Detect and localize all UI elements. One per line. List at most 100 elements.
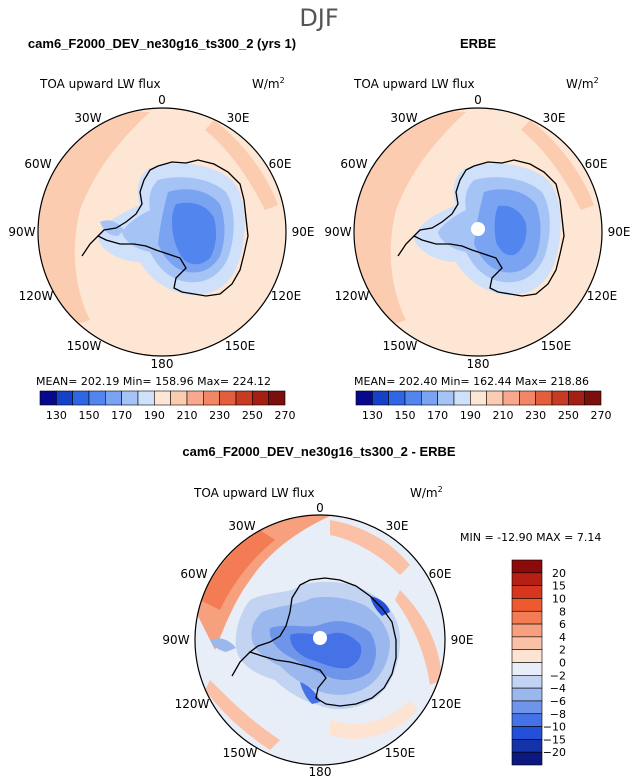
- lon-label: 30E: [543, 111, 566, 125]
- season-title: DJF: [299, 4, 338, 32]
- colorbar-tick-label: 15: [552, 580, 566, 593]
- panel-obs: ERBE TOA upward LW flux W/m2 0 30E 60E 9…: [324, 36, 630, 422]
- lon-label: 60W: [24, 157, 51, 171]
- colorbar-swatch: [453, 390, 471, 406]
- colorbar-tick-label: 150: [79, 409, 100, 422]
- colorbar-swatch: [511, 572, 543, 586]
- lon-label: 60E: [269, 157, 292, 171]
- colorbar-tick-label: 270: [275, 409, 296, 422]
- lon-label: 120W: [19, 289, 54, 303]
- lon-label: 120W: [335, 289, 370, 303]
- lon-label: 180: [467, 357, 490, 371]
- colorbar-tick-label: 230: [209, 409, 230, 422]
- colorbar-tick-label: 170: [111, 409, 132, 422]
- colorbar-swatch: [170, 390, 188, 406]
- lon-label: 30E: [386, 519, 409, 533]
- colorbar-swatch: [584, 390, 602, 406]
- lon-label: 90W: [8, 225, 35, 239]
- colorbar-tick-label: 2: [559, 644, 566, 657]
- colorbar-swatch: [235, 390, 253, 406]
- colorbar-tick-label: 170: [427, 409, 448, 422]
- lon-label: 150W: [383, 339, 418, 353]
- stats-line: MEAN= 202.19 Min= 158.96 Max= 224.12: [36, 375, 271, 388]
- lon-label: 90E: [608, 225, 631, 239]
- colorbar-tick-label: 250: [242, 409, 263, 422]
- colorbar-swatch: [511, 598, 543, 612]
- pole-hole: [313, 631, 327, 645]
- colorbar-swatch: [121, 390, 139, 406]
- colorbar-swatch: [519, 390, 536, 406]
- lon-label: 30E: [227, 111, 250, 125]
- lon-label: 60W: [180, 567, 207, 581]
- colorbar-tick-label: 150: [395, 409, 416, 422]
- colorbar-tick-label: −15: [543, 733, 566, 746]
- lon-label: 0: [158, 93, 166, 107]
- lon-label: 150E: [541, 339, 572, 353]
- colorbar-tick-label: −10: [543, 721, 566, 734]
- colorbar-tick-label: 190: [144, 409, 165, 422]
- colorbar-swatch: [511, 649, 543, 663]
- colorbar-swatch: [137, 390, 155, 406]
- stats-line: MIN = -12.90 MAX = 7.14: [460, 531, 601, 544]
- colorbar-tick-label: 210: [493, 409, 514, 422]
- variable-label: TOA upward LW flux: [193, 486, 315, 500]
- colorbar-swatch: [56, 390, 73, 406]
- colorbar-tick-label: 6: [559, 618, 566, 631]
- colorbar-tick-label: 230: [525, 409, 546, 422]
- colorbar-swatch: [511, 662, 543, 676]
- colorbar-swatch: [511, 739, 543, 753]
- colorbar-swatch: [268, 390, 286, 406]
- colorbar-swatch: [511, 585, 543, 599]
- colorbar-swatch: [568, 390, 585, 406]
- lon-label: 120E: [431, 697, 462, 711]
- pole-hole: [471, 222, 485, 236]
- colorbar-tick-label: 20: [552, 567, 566, 580]
- colorbar-swatch: [203, 390, 220, 406]
- colorbar-swatch: [511, 700, 543, 715]
- panel-title: cam6_F2000_DEV_ne30g16_ts300_2 - ERBE: [182, 444, 456, 459]
- colorbar-swatch: [88, 390, 106, 406]
- colorbar-swatch: [252, 390, 269, 406]
- lon-label: 60W: [340, 157, 367, 171]
- panel-title: cam6_F2000_DEV_ne30g16_ts300_2 (yrs 1): [28, 36, 296, 51]
- variable-label: TOA upward LW flux: [353, 77, 475, 91]
- lon-label: 150E: [385, 746, 416, 760]
- colorbar-swatch: [511, 610, 543, 625]
- lon-label: 90W: [162, 633, 189, 647]
- colorbar-swatch: [39, 390, 57, 406]
- colorbar-swatch: [388, 390, 406, 406]
- colorbar-swatch: [372, 390, 389, 406]
- lon-label: 180: [309, 765, 332, 779]
- colorbar-swatch: [511, 751, 543, 766]
- lon-label: 30W: [228, 519, 255, 533]
- colorbar-tick-label: −8: [550, 708, 566, 721]
- colorbar-swatch: [219, 390, 237, 406]
- colorbar-swatch: [486, 390, 504, 406]
- colorbar-tick-label: −2: [550, 669, 566, 682]
- panel-model: cam6_F2000_DEV_ne30g16_ts300_2 (yrs 1) T…: [8, 36, 314, 422]
- lon-label: 60E: [585, 157, 608, 171]
- colorbar-swatch: [551, 390, 569, 406]
- colorbar-tick-label: 130: [362, 409, 383, 422]
- lon-label: 150E: [225, 339, 256, 353]
- lon-label: 30W: [74, 111, 101, 125]
- colorbar: 130 150 170 190 210 230 250 270: [355, 390, 612, 422]
- colorbar-swatch: [437, 390, 455, 406]
- polar-map: [38, 108, 286, 356]
- lon-label: 150W: [223, 746, 258, 760]
- colorbar-swatch: [421, 390, 438, 406]
- colorbar-swatch: [511, 636, 543, 650]
- colorbar-swatch: [404, 390, 422, 406]
- colorbar-tick-label: 250: [558, 409, 579, 422]
- colorbar-tick-label: 190: [460, 409, 481, 422]
- colorbar-swatch: [511, 559, 543, 574]
- colorbar-tick-label: −6: [550, 695, 566, 708]
- colorbar-swatch: [511, 713, 543, 727]
- colorbar-swatch: [511, 687, 543, 702]
- colorbar-tick-label: 210: [177, 409, 198, 422]
- lon-label: 90E: [292, 225, 315, 239]
- lon-label: 0: [316, 501, 324, 515]
- colorbar-swatch: [154, 390, 171, 406]
- variable-label: TOA upward LW flux: [39, 77, 161, 91]
